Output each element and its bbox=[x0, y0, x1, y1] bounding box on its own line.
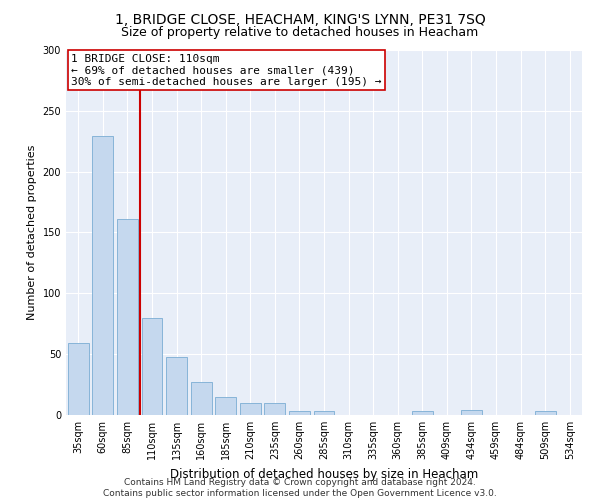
X-axis label: Distribution of detached houses by size in Heacham: Distribution of detached houses by size … bbox=[170, 468, 478, 480]
Text: 1, BRIDGE CLOSE, HEACHAM, KING'S LYNN, PE31 7SQ: 1, BRIDGE CLOSE, HEACHAM, KING'S LYNN, P… bbox=[115, 12, 485, 26]
Bar bbox=[142, 318, 163, 415]
Text: Size of property relative to detached houses in Heacham: Size of property relative to detached ho… bbox=[121, 26, 479, 39]
Bar bbox=[265, 403, 286, 415]
Bar bbox=[535, 412, 556, 415]
Bar bbox=[412, 412, 433, 415]
Bar bbox=[314, 412, 334, 415]
Bar bbox=[117, 219, 138, 415]
Bar bbox=[461, 410, 482, 415]
Bar bbox=[191, 382, 212, 415]
Bar bbox=[215, 397, 236, 415]
Y-axis label: Number of detached properties: Number of detached properties bbox=[27, 145, 37, 320]
Bar bbox=[240, 403, 261, 415]
Bar bbox=[289, 412, 310, 415]
Bar bbox=[68, 343, 89, 415]
Text: Contains HM Land Registry data © Crown copyright and database right 2024.
Contai: Contains HM Land Registry data © Crown c… bbox=[103, 478, 497, 498]
Bar bbox=[92, 136, 113, 415]
Text: 1 BRIDGE CLOSE: 110sqm
← 69% of detached houses are smaller (439)
30% of semi-de: 1 BRIDGE CLOSE: 110sqm ← 69% of detached… bbox=[71, 54, 382, 87]
Bar bbox=[166, 356, 187, 415]
